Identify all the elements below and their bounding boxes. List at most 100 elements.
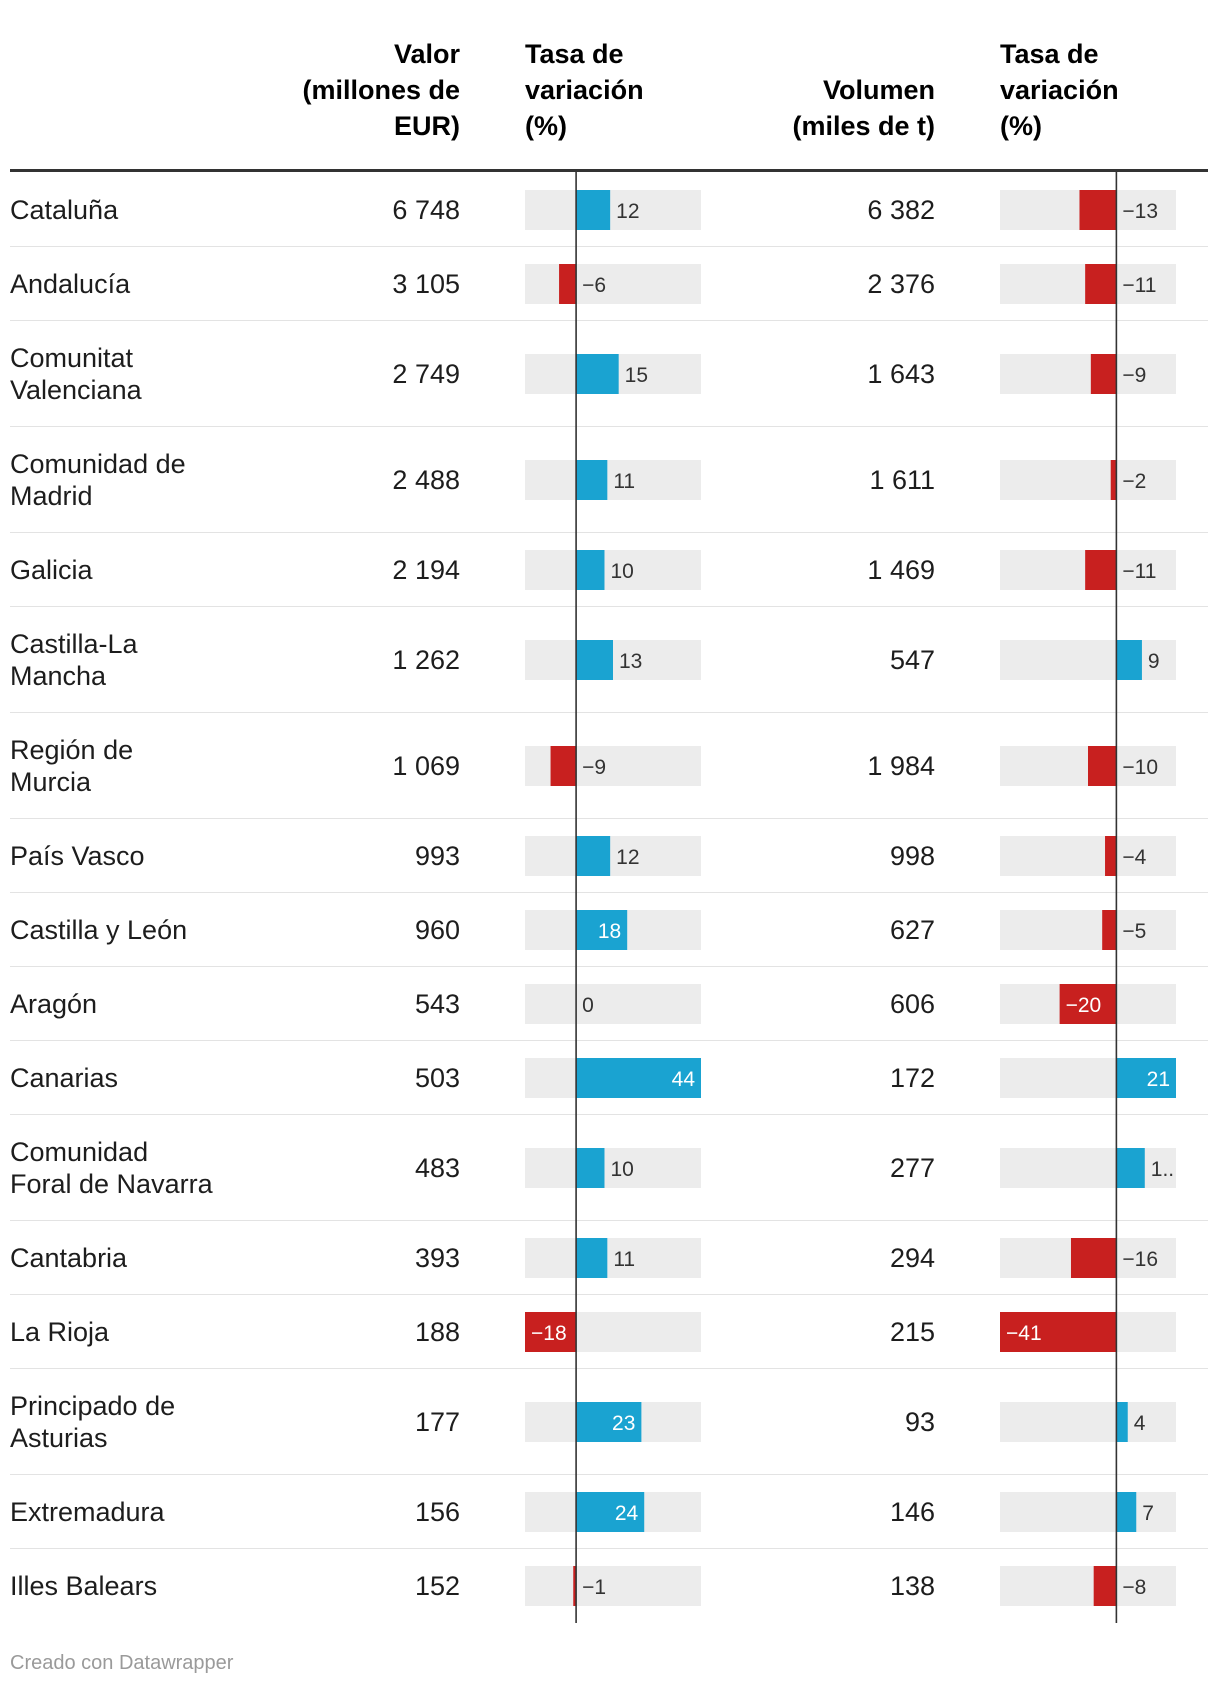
volumen-rate-bar — [1000, 1312, 1117, 1352]
valor-rate-bar — [576, 1492, 645, 1532]
valor-rate-track — [525, 1238, 701, 1278]
valor-rate-label: −18 — [531, 1322, 567, 1345]
valor-value: 1 262 — [392, 645, 460, 675]
valor-rate-bar — [576, 190, 611, 230]
valor-value: 2 488 — [392, 465, 460, 495]
volumen-value: 6 382 — [867, 195, 935, 225]
header-valor-line: (millones de — [302, 75, 460, 105]
region-name: Cantabria — [10, 1243, 128, 1273]
valor-rate-label: 10 — [610, 560, 633, 583]
region-name: Castilla y León — [10, 915, 187, 945]
header-tasa-volumen-line: variación — [1000, 75, 1119, 105]
header-tasa-valor-line: (%) — [525, 111, 567, 141]
row-divider — [10, 1368, 1208, 1369]
region-name: Comunitat — [10, 343, 134, 373]
volumen-rate-bar — [1110, 460, 1117, 500]
volumen-value: 627 — [890, 915, 935, 945]
region-name: Madrid — [10, 481, 93, 511]
region-name: Mancha — [10, 661, 107, 691]
region-name: Foral de Navarra — [10, 1169, 214, 1199]
table-row: Cataluña 6 748 6 382 12 −13 — [10, 190, 1208, 247]
volumen-value: 1 469 — [867, 555, 935, 585]
header-tasa-valor-line: variación — [525, 75, 644, 105]
valor-value: 993 — [415, 841, 460, 871]
region-name: Región de — [10, 735, 133, 765]
volumen-rate-track — [1000, 1402, 1176, 1442]
header-valor-line: Valor — [394, 39, 461, 69]
volumen-value: 138 — [890, 1571, 935, 1601]
volumen-rate-track — [1000, 460, 1176, 500]
valor-rate-label: 13 — [619, 650, 642, 673]
region-name: Castilla-La — [10, 629, 139, 659]
table-row: La Rioja 188 215 −18 −41 — [10, 1312, 1208, 1369]
valor-rate-bar — [576, 1238, 608, 1278]
table-row: País Vasco 993 998 12 −4 — [10, 836, 1208, 893]
volumen-rate-track — [1000, 836, 1176, 876]
volumen-rate-bar — [1070, 1238, 1117, 1278]
valor-rate-track — [525, 836, 701, 876]
valor-rate-label: 12 — [616, 200, 639, 223]
valor-rate-bar — [576, 1148, 605, 1188]
volumen-value: 172 — [890, 1063, 935, 1093]
region-name: Valenciana — [10, 375, 143, 405]
valor-rate-bar — [576, 1402, 642, 1442]
row-divider — [10, 1548, 1208, 1549]
region-name: Comunidad de — [10, 449, 186, 479]
valor-rate-label: 12 — [616, 846, 639, 869]
valor-value: 960 — [415, 915, 460, 945]
region-name: País Vasco — [10, 841, 145, 871]
volumen-value: 1 984 — [867, 751, 935, 781]
volumen-value: 547 — [890, 645, 935, 675]
volumen-value: 1 643 — [867, 359, 935, 389]
volumen-rate-bar — [1090, 354, 1117, 394]
valor-rate-label: −6 — [582, 274, 606, 297]
volumen-rate-bar — [1088, 746, 1117, 786]
valor-rate-label: 23 — [612, 1412, 635, 1435]
volumen-rate-bar — [1116, 1148, 1145, 1188]
volumen-rate-bar — [1116, 640, 1142, 680]
volumen-rate-label: 21 — [1147, 1068, 1170, 1091]
volumen-rate-bar — [1059, 984, 1117, 1024]
valor-value: 393 — [415, 1243, 460, 1273]
valor-rate-track — [525, 984, 701, 1024]
row-divider — [10, 1114, 1208, 1115]
volumen-value: 606 — [890, 989, 935, 1019]
volumen-rate-bar — [1085, 550, 1117, 590]
row-divider — [10, 712, 1208, 713]
valor-rate-bar — [573, 1566, 577, 1606]
valor-rate-label: 10 — [610, 1158, 633, 1181]
table-row: Andalucía 3 105 2 376 −6 −11 — [10, 264, 1208, 321]
header-rule — [10, 169, 1208, 172]
volumen-rate-track — [1000, 1148, 1176, 1188]
row-divider — [10, 320, 1208, 321]
volumen-rate-track — [1000, 354, 1176, 394]
valor-value: 6 748 — [392, 195, 460, 225]
row-divider — [10, 1040, 1208, 1041]
valor-value: 503 — [415, 1063, 460, 1093]
valor-rate-bar — [559, 264, 577, 304]
table-row: Galicia 2 194 1 469 10 −11 — [10, 550, 1208, 607]
valor-value: 543 — [415, 989, 460, 1019]
header-volumen-line: (miles de t) — [792, 111, 935, 141]
table-row: Extremadura 156 146 24 7 — [10, 1492, 1208, 1549]
volumen-rate-label: −11 — [1122, 274, 1156, 297]
volumen-rate-label: −13 — [1122, 200, 1158, 223]
volumen-value: 146 — [890, 1497, 935, 1527]
valor-rate-track — [525, 1148, 701, 1188]
volumen-rate-label: 4 — [1134, 1412, 1146, 1435]
table-row: Castilla y León 960 627 18 −5 — [10, 910, 1208, 967]
valor-rate-label: 11 — [613, 1248, 635, 1271]
volumen-rate-label: −4 — [1122, 846, 1146, 869]
volumen-rate-track — [1000, 910, 1176, 950]
volumen-rate-bar — [1116, 1492, 1137, 1532]
volumen-value: 2 376 — [867, 269, 935, 299]
volumen-rate-bar — [1079, 190, 1117, 230]
valor-value: 3 105 — [392, 269, 460, 299]
region-name: Murcia — [10, 767, 92, 797]
